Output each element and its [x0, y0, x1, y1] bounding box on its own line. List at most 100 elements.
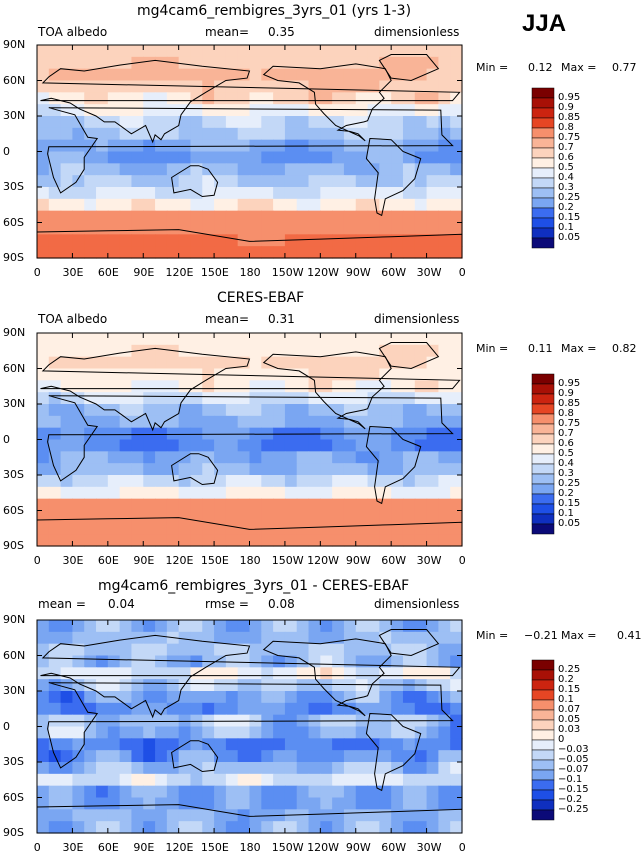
- field-cell: [273, 821, 286, 834]
- field-cell: [438, 821, 451, 834]
- field-cell: [60, 486, 74, 500]
- field-cell: [355, 439, 369, 452]
- field-cell: [84, 821, 97, 834]
- field-cell: [355, 175, 369, 188]
- field-cell: [202, 439, 215, 452]
- field-cell: [308, 234, 321, 247]
- field-cell: [320, 691, 333, 704]
- field-cell: [249, 655, 262, 668]
- field-cell: [202, 510, 215, 523]
- field-cell: [391, 116, 404, 129]
- field-cell: [332, 620, 345, 633]
- field-cell: [202, 486, 215, 500]
- field-cell: [343, 163, 357, 176]
- map-plot: [36, 44, 463, 259]
- field-cell: [261, 510, 274, 523]
- colorbar-label: 0.75: [558, 132, 581, 143]
- field-cell: [308, 797, 321, 810]
- field-cell: [72, 679, 85, 692]
- field-cell: [131, 475, 144, 488]
- field-cell: [402, 451, 416, 464]
- field-cell: [237, 797, 251, 810]
- field-cell: [143, 45, 156, 58]
- field-cell: [143, 486, 156, 500]
- field-cell: [119, 667, 133, 680]
- field-cell: [402, 510, 416, 523]
- field-cell: [37, 246, 50, 259]
- field-cell: [119, 439, 133, 452]
- field-cell: [426, 691, 439, 704]
- field-cell: [308, 702, 321, 716]
- field-cell: [320, 451, 333, 464]
- field-cell: [379, 392, 392, 405]
- field-cell: [202, 534, 215, 547]
- field-cell: [143, 785, 156, 799]
- field-cell: [119, 702, 133, 716]
- field-cell: [426, 187, 439, 200]
- field-cell: [249, 356, 262, 370]
- field-cell: [402, 92, 416, 105]
- field-cell: [261, 380, 274, 393]
- field-cell: [273, 785, 286, 799]
- field-cell: [450, 427, 463, 441]
- y-tick-label: 30N: [3, 109, 26, 122]
- field-cell: [261, 175, 274, 188]
- field-cell: [450, 821, 463, 834]
- field-cell: [296, 750, 310, 763]
- field-cell: [84, 80, 97, 93]
- field-cell: [37, 92, 50, 105]
- field-cell: [426, 246, 439, 259]
- field-cell: [402, 116, 416, 129]
- y-tick-label: 90S: [3, 251, 24, 264]
- field-cell: [155, 368, 168, 381]
- field-cell: [332, 210, 345, 224]
- field-cell: [155, 714, 168, 728]
- field-cell: [320, 738, 333, 751]
- colorbar-label: 0.3: [558, 468, 574, 479]
- field-cell: [119, 68, 133, 82]
- field-cell: [84, 714, 97, 728]
- colorbar-label: 0.9: [558, 388, 574, 399]
- field-cell: [119, 762, 133, 775]
- field-cell: [391, 498, 404, 512]
- field-cell: [131, 198, 144, 212]
- field-cell: [355, 809, 369, 822]
- field-cell: [155, 655, 168, 668]
- field-cell: [60, 333, 74, 346]
- field-cell: [119, 222, 133, 235]
- field-cell: [426, 498, 439, 512]
- field-cell: [249, 773, 262, 787]
- field-cell: [450, 246, 463, 259]
- field-cell: [320, 486, 333, 500]
- colorbar-box: [531, 769, 555, 781]
- field-cell: [284, 333, 298, 346]
- field-cell: [166, 222, 180, 235]
- field-cell: [391, 198, 404, 212]
- colorbar-box: [531, 523, 555, 535]
- field-cell: [166, 210, 180, 224]
- field-cell: [237, 344, 251, 358]
- field-cell: [60, 80, 74, 93]
- field-cell: [379, 56, 392, 70]
- x-tick-label: 90E: [133, 266, 155, 279]
- field-cell: [178, 797, 192, 810]
- field-cell: [450, 773, 463, 787]
- field-cell: [119, 714, 133, 728]
- field-cell: [414, 797, 428, 810]
- field-cell: [414, 439, 428, 452]
- field-cell: [296, 175, 310, 188]
- field-cell: [367, 68, 380, 82]
- field-cell: [143, 356, 156, 370]
- field-cell: [48, 246, 62, 259]
- field-cell: [343, 655, 357, 668]
- field-cell: [119, 368, 133, 381]
- field-cell: [96, 356, 109, 370]
- field-cell: [296, 738, 310, 751]
- field-cell: [190, 333, 203, 346]
- field-cell: [202, 667, 215, 680]
- field-cell: [426, 151, 439, 164]
- field-cell: [131, 139, 144, 153]
- y-tick-label: 60N: [3, 361, 26, 375]
- field-cell: [178, 92, 192, 105]
- field-cell: [107, 475, 121, 488]
